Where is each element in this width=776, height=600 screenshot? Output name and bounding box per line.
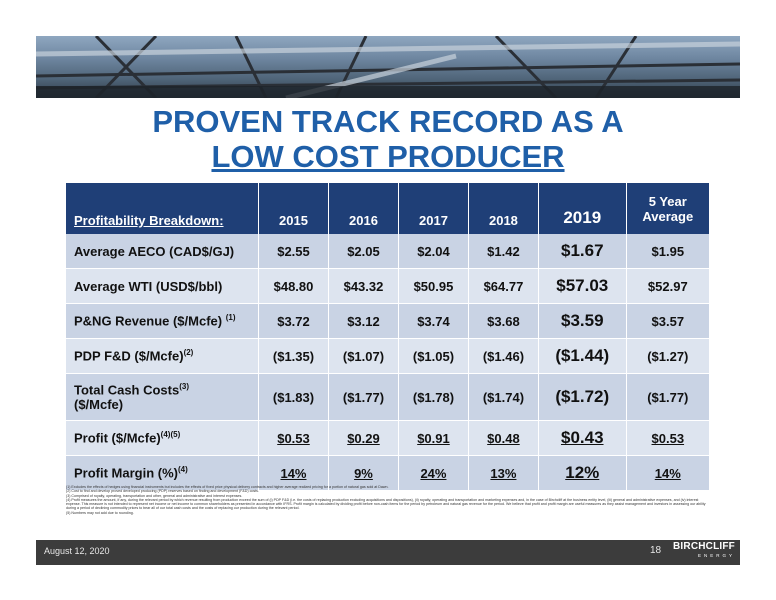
header-banner-image	[36, 36, 740, 98]
table-cell: ($1.77)	[626, 373, 711, 421]
header-2017: 2017	[398, 183, 469, 234]
footnote: (3) Comprised of royalty, operating, tra…	[66, 493, 243, 498]
table-cell: $1.42	[468, 234, 539, 269]
table-row: P&NG Revenue ($/Mcfe) (1) $3.72 $3.12 $3…	[66, 303, 711, 339]
table-cell: ($1.78)	[398, 373, 469, 421]
table-row: Average AECO (CAD$/GJ) $2.55 $2.05 $2.04…	[66, 234, 711, 269]
table-cell: $52.97	[626, 268, 711, 304]
table-cell: $1.95	[626, 234, 711, 269]
row-label: Profit ($/Mcfe)(4)(5)	[66, 420, 259, 456]
table-cell: $0.29	[328, 420, 399, 456]
logo-subtext: ENERGY	[697, 553, 735, 558]
table-cell: ($1.27)	[626, 338, 711, 374]
header-2018: 2018	[468, 183, 539, 234]
table-cell: $2.05	[328, 234, 399, 269]
table-cell-2019: ($1.72)	[538, 373, 627, 421]
table-cell: $3.12	[328, 303, 399, 339]
footnote: (4) Profit measures the amount, if any, …	[66, 497, 706, 511]
row-label: Profit Margin (%)(4)	[66, 455, 259, 491]
table-cell: $2.55	[258, 234, 329, 269]
title-line-2: LOW COST PRODUCER	[211, 139, 565, 174]
table-row: Total Cash Costs(3) ($/Mcfe) ($1.83) ($1.…	[66, 373, 711, 421]
table-cell-2019: $1.67	[538, 234, 627, 269]
header-2016: 2016	[328, 183, 399, 234]
table-cell-2019: $57.03	[538, 268, 627, 304]
row-label: Average AECO (CAD$/GJ)	[66, 234, 259, 269]
table-cell: 13%	[468, 455, 539, 491]
footnote: (2) Cost to find and develop proved deve…	[66, 489, 259, 494]
table-row: PDP F&D ($/Mcfe)(2) ($1.35) ($1.07) ($1.…	[66, 338, 711, 374]
table-cell: $48.80	[258, 268, 329, 304]
table-cell: $3.74	[398, 303, 469, 339]
table-cell: $64.77	[468, 268, 539, 304]
pipeline-illustration	[36, 36, 740, 98]
row-label: PDP F&D ($/Mcfe)(2)	[66, 338, 259, 374]
footnote: (1) Excludes the effects of hedges using…	[66, 485, 389, 489]
table-cell: 14%	[626, 455, 711, 491]
table-cell: ($1.46)	[468, 338, 539, 374]
page-number: 18	[650, 545, 662, 556]
table-cell: 24%	[398, 455, 469, 491]
company-logo: BIRCHCLIFF ENERGY	[673, 541, 735, 558]
table-cell: $3.72	[258, 303, 329, 339]
logo-text: BIRCHCLIFF	[673, 541, 735, 552]
table-cell: 14%	[258, 455, 329, 491]
table-cell: ($1.77)	[328, 373, 399, 421]
page-title: PROVEN TRACK RECORD AS A LOW COST PRODUC…	[36, 104, 740, 174]
row-label: P&NG Revenue ($/Mcfe) (1)	[66, 303, 259, 339]
table-cell: ($1.83)	[258, 373, 329, 421]
table-cell: $50.95	[398, 268, 469, 304]
header-5yr-avg: 5 Year Average	[626, 183, 711, 234]
table-cell: $2.04	[398, 234, 469, 269]
table-cell-2019: $0.43	[538, 420, 627, 456]
table-header-row: Profitability Breakdown: 2015 2016 2017 …	[66, 183, 711, 234]
table-cell: $0.53	[258, 420, 329, 456]
table-cell: ($1.35)	[258, 338, 329, 374]
table-cell-2019: ($1.44)	[538, 338, 627, 374]
footnotes: (1) Excludes the effects of hedges using…	[66, 485, 710, 515]
table-row: Average WTI (USD$/bbl) $48.80 $43.32 $50…	[66, 268, 711, 304]
table-cell-2019: $3.59	[538, 303, 627, 339]
row-label: Total Cash Costs(3) ($/Mcfe)	[66, 373, 259, 421]
table-cell: $3.68	[468, 303, 539, 339]
table-cell: $0.91	[398, 420, 469, 456]
footer-date: August 12, 2020	[44, 546, 110, 556]
table-row: Profit Margin (%)(4) 14% 9% 24% 13% 12% …	[66, 455, 711, 491]
table-cell: ($1.07)	[328, 338, 399, 374]
table-cell: $3.57	[626, 303, 711, 339]
footer-bar	[36, 540, 740, 565]
table-cell: $43.32	[328, 268, 399, 304]
row-label: Average WTI (USD$/bbl)	[66, 268, 259, 304]
table-row: Profit ($/Mcfe)(4)(5) $0.53 $0.29 $0.91 …	[66, 420, 711, 456]
profitability-table: Profitability Breakdown: 2015 2016 2017 …	[66, 183, 711, 491]
table-cell: ($1.05)	[398, 338, 469, 374]
title-line-1: PROVEN TRACK RECORD AS A	[152, 104, 624, 139]
table-cell-2019: 12%	[538, 455, 627, 491]
table-cell: 9%	[328, 455, 399, 491]
header-2019: 2019	[538, 183, 627, 234]
table-cell: ($1.74)	[468, 373, 539, 421]
footnote: (5) Numbers may not add due to rounding.	[66, 510, 134, 515]
table-cell: $0.53	[626, 420, 711, 456]
table-cell: $0.48	[468, 420, 539, 456]
header-label: Profitability Breakdown:	[66, 183, 259, 234]
header-2015: 2015	[258, 183, 329, 234]
